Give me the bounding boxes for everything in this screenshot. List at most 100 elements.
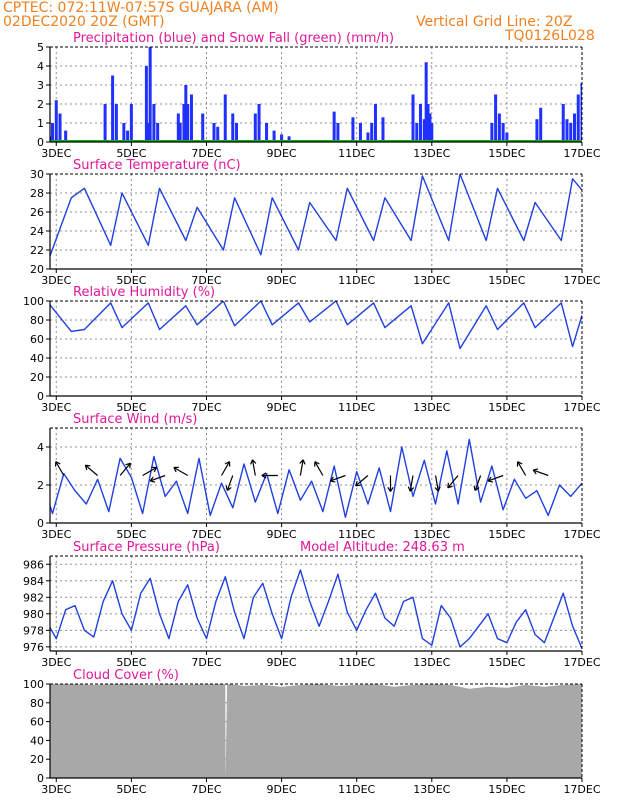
precip-bar	[370, 123, 374, 142]
wind-arrow-shaft	[355, 475, 369, 487]
precip-bar	[114, 104, 118, 142]
data-layer	[50, 301, 582, 350]
x-tick-label: 7DEC	[191, 147, 221, 160]
wind-arrow-shaft	[84, 464, 98, 476]
x-tick-label: 5DEC	[116, 401, 146, 414]
precip-bar	[64, 130, 68, 142]
wind-arrow-shaft	[220, 461, 231, 476]
precip-bar	[184, 85, 188, 142]
wind-arrow-shaft	[226, 475, 234, 491]
wind-arrow-head	[407, 486, 415, 492]
y-tick-label: 978	[23, 624, 44, 637]
x-tick-label: 5DEC	[116, 656, 146, 669]
precip-bar	[419, 104, 423, 142]
x-tick-label: 5DEC	[116, 274, 146, 287]
x-tick-label: 9DEC	[267, 147, 297, 160]
data-layer	[50, 684, 582, 778]
y-tick-label: 20	[30, 371, 44, 384]
panel-title: Surface Temperature (nC)	[73, 158, 241, 173]
precip-bar	[490, 123, 494, 142]
precip-bar	[178, 123, 182, 142]
precip-bar	[535, 119, 539, 142]
precip-bar	[505, 132, 509, 142]
precip-bar	[539, 107, 543, 142]
cloud-cover-area	[50, 684, 582, 778]
y-tick-label: 0	[37, 136, 44, 149]
precip-bar	[501, 123, 505, 142]
x-tick-label: 13DEC	[413, 783, 450, 796]
x-tick-label: 3DEC	[41, 147, 71, 160]
wind-arrow-shaft	[487, 474, 504, 482]
y-tick-label: 60	[30, 333, 44, 346]
x-tick-label: 5DEC	[116, 528, 146, 541]
x-tick-label: 7DEC	[191, 656, 221, 669]
wind-arrow	[387, 475, 394, 492]
x-tick-label: 11DEC	[338, 528, 375, 541]
precip-bar	[257, 104, 261, 142]
x-tick-label: 9DEC	[267, 656, 297, 669]
wind-arrow-head	[329, 476, 336, 483]
precip-bar	[336, 123, 340, 142]
wind-arrow-shaft	[41, 462, 49, 476]
panel-title: Relative Humidity (%)	[73, 285, 215, 300]
x-tick-label: 13DEC	[413, 274, 450, 287]
wind-arrow	[407, 475, 415, 492]
precip-bar	[411, 94, 415, 142]
wind-arrow-head	[532, 468, 539, 475]
model-code: TQ0126L028	[505, 28, 595, 44]
wind-arrow-head	[149, 476, 156, 483]
y-tick-label: 40	[30, 734, 44, 747]
x-tick-label: 3DEC	[41, 528, 71, 541]
precip-bar	[129, 104, 133, 142]
wind-arrow-head	[487, 476, 494, 483]
x-tick-label: 3DEC	[41, 274, 71, 287]
precip-bar	[25, 129, 28, 142]
panel-1	[25, 46, 583, 146]
x-tick-label: 15DEC	[488, 401, 525, 414]
precip-bar	[223, 94, 227, 142]
y-tick-label: 984	[23, 575, 44, 588]
wind-arrow	[434, 475, 441, 492]
x-tick-label: 9DEC	[267, 274, 297, 287]
precip-bar	[280, 134, 284, 142]
x-tick-label: 11DEC	[338, 401, 375, 414]
precip-bar	[351, 117, 355, 142]
y-tick-label: 100	[23, 678, 44, 691]
x-tick-label: 9DEC	[267, 401, 297, 414]
y-tick-label: 980	[23, 608, 44, 621]
wind-arrow-head	[299, 459, 306, 465]
precip-bar	[28, 119, 31, 142]
wind-arrow-shaft	[447, 475, 459, 489]
y-tick-label: 0	[37, 517, 44, 530]
wind-arrow-shaft	[314, 461, 324, 476]
panel-2	[46, 173, 583, 273]
precip-bar	[144, 66, 148, 142]
wind-arrow	[299, 459, 306, 476]
y-tick-label: 3	[37, 79, 44, 92]
data-layer	[25, 47, 582, 142]
wind-arrow	[250, 459, 257, 476]
y-tick-label: 0	[37, 772, 44, 785]
precip-bar	[576, 94, 580, 142]
wind-arrow-shaft	[55, 461, 65, 476]
data-layer	[50, 569, 582, 649]
wind-arrow-head	[54, 461, 61, 467]
precip-bar	[212, 123, 216, 142]
wind-arrow	[54, 461, 65, 476]
y-tick-label: 20	[30, 263, 44, 276]
y-tick-label: 2	[37, 479, 44, 492]
x-tick-label: 3DEC	[41, 783, 71, 796]
series-line	[50, 301, 582, 350]
precip-bar	[54, 100, 58, 142]
precip-bar	[373, 104, 377, 142]
wind-arrow-shaft	[330, 474, 346, 482]
x-tick-label: 15DEC	[488, 274, 525, 287]
precip-bar	[424, 62, 428, 142]
wind-arrow-head	[355, 480, 361, 487]
wind-arrow-head	[516, 461, 523, 467]
wind-arrow-shaft	[251, 459, 256, 476]
wind-arrow-head	[250, 459, 257, 465]
wind-arrow-head	[224, 461, 231, 467]
x-tick-label: 11DEC	[338, 783, 375, 796]
x-tick-label: 17DEC	[563, 274, 600, 287]
